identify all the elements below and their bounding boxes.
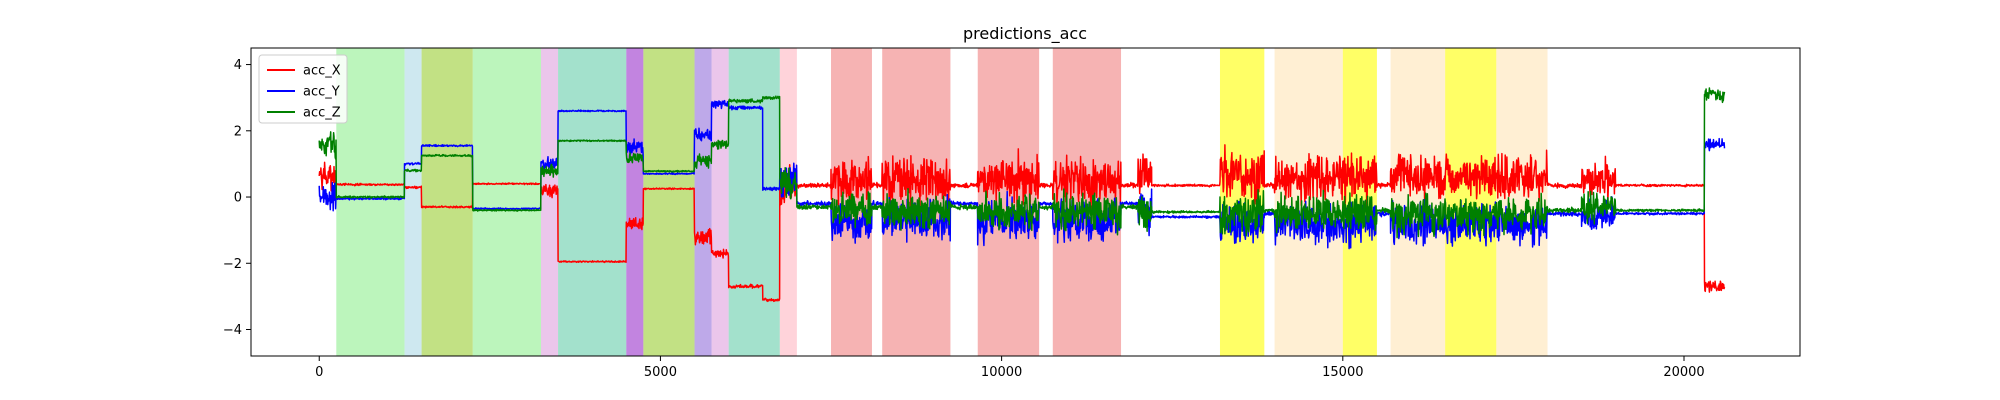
activity-band <box>694 48 712 356</box>
legend-label-acc_Z: acc_Z <box>303 106 341 121</box>
y-tick-label: −2 <box>223 257 242 272</box>
y-tick-label: 4 <box>234 58 242 73</box>
activity-band <box>1390 48 1446 356</box>
x-tick-label: 20000 <box>1663 365 1704 380</box>
x-axis: 0 5000 10000 15000 20000 <box>315 356 1705 380</box>
activity-band <box>779 48 797 356</box>
series-line-acc_X <box>318 144 1726 303</box>
legend: acc_X acc_Y acc_Z <box>258 54 348 124</box>
activity-band <box>1496 48 1548 356</box>
series-line-acc_Z <box>318 87 1726 239</box>
activity-band <box>626 48 644 356</box>
x-tick-label: 5000 <box>644 365 677 380</box>
legend-box <box>258 54 348 124</box>
activity-band <box>558 48 627 356</box>
y-tick-label: 0 <box>234 191 242 206</box>
y-tick-label: −4 <box>223 323 242 338</box>
activity-band <box>404 48 422 356</box>
legend-label-acc_Y: acc_Y <box>303 85 340 100</box>
x-tick-label: 15000 <box>1322 365 1363 380</box>
activity-band <box>336 48 405 356</box>
x-tick-label: 0 <box>315 365 323 380</box>
activity-band <box>472 48 542 356</box>
plot-frame <box>250 47 1801 357</box>
legend-label-acc_X: acc_X <box>303 64 341 79</box>
activity-band <box>728 48 780 356</box>
y-axis: −4 −2 0 2 4 <box>223 58 251 338</box>
activity-band <box>643 48 695 356</box>
activity-bands <box>336 48 1548 356</box>
x-tick-label: 10000 <box>981 365 1022 380</box>
series-lines <box>318 87 1726 303</box>
activity-band <box>711 48 729 356</box>
chart-title: predictions_acc <box>963 24 1087 44</box>
activity-band <box>541 48 559 356</box>
activity-band <box>421 48 473 356</box>
y-tick-label: 2 <box>234 124 242 139</box>
